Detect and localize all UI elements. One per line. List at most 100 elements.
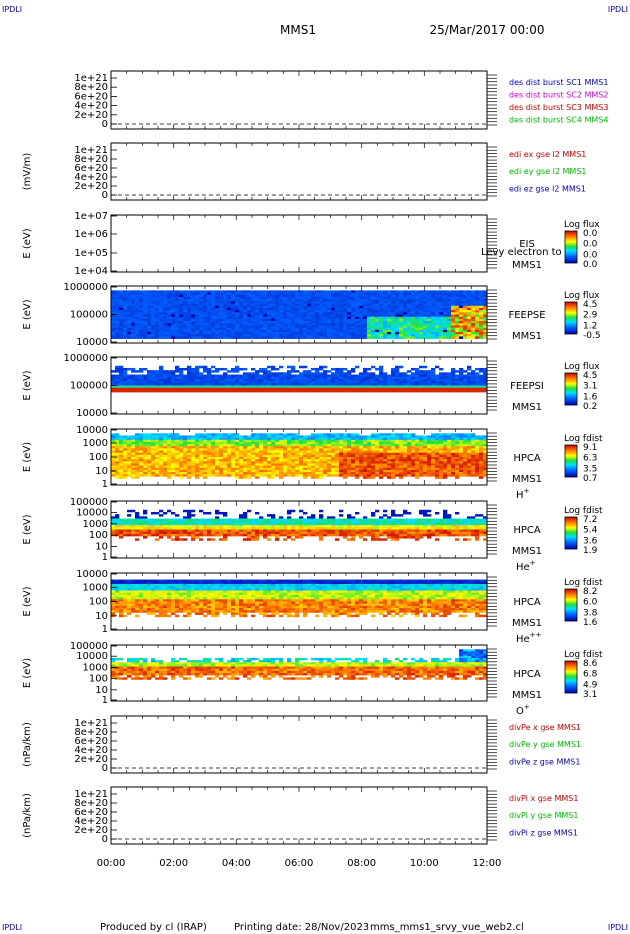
spectrogram-cell bbox=[343, 459, 348, 462]
spectrogram-cell bbox=[159, 305, 164, 309]
spectrogram-cell bbox=[423, 292, 428, 296]
spectrogram-cell bbox=[123, 376, 128, 380]
spectrogram-cell bbox=[267, 444, 272, 447]
spectrogram-cell bbox=[291, 435, 296, 438]
spectrogram-cell bbox=[391, 294, 396, 298]
spectrogram-cell bbox=[363, 327, 368, 331]
spectrogram-cell bbox=[195, 307, 200, 311]
spectrogram-cell bbox=[331, 381, 336, 384]
spectrogram-cell bbox=[343, 457, 348, 460]
spectrogram-cell bbox=[291, 327, 296, 331]
spectrogram-cell bbox=[423, 381, 428, 384]
spectrogram-cell bbox=[427, 314, 432, 317]
spectrogram-cell bbox=[299, 312, 304, 315]
spectrogram-cell bbox=[367, 312, 372, 315]
spectrogram-cell bbox=[203, 381, 208, 384]
spectrogram-cell bbox=[379, 435, 384, 438]
spectrogram-cell bbox=[155, 457, 160, 460]
spectrogram-cell bbox=[347, 318, 352, 322]
spectrogram-cell bbox=[223, 463, 228, 466]
spectrogram-cell bbox=[291, 452, 296, 456]
spectrogram-cell bbox=[183, 463, 188, 466]
spectrogram-cell bbox=[291, 448, 296, 451]
spectrogram-cell bbox=[451, 294, 456, 298]
spectrogram-cell bbox=[335, 448, 340, 451]
spectrogram-cell bbox=[259, 303, 264, 307]
spectrogram-cell bbox=[475, 381, 480, 384]
spectrogram-cell bbox=[235, 385, 240, 388]
spectrogram-cell bbox=[283, 454, 288, 458]
spectrogram-cell bbox=[123, 316, 128, 320]
spectrogram-cell bbox=[115, 435, 120, 438]
spectrogram-cell bbox=[479, 385, 484, 388]
spectrogram-cell bbox=[179, 448, 184, 451]
spectrogram-cell bbox=[307, 294, 312, 298]
spectrogram-cell bbox=[395, 332, 400, 335]
spectrogram-cell bbox=[411, 367, 416, 371]
ytick-label: 6e+20 bbox=[74, 91, 108, 102]
spectrogram-cell bbox=[307, 374, 312, 378]
spectrogram-cell bbox=[479, 303, 484, 307]
spectrogram-cell bbox=[263, 372, 268, 375]
spectrogram-cell bbox=[155, 454, 160, 458]
spectrogram-cell bbox=[223, 316, 228, 320]
spectrogram-cell bbox=[195, 472, 200, 475]
spectrogram-cell bbox=[399, 444, 404, 447]
spectrogram-cell bbox=[387, 389, 392, 393]
spectrogram-cell bbox=[199, 472, 204, 475]
spectrogram-cell bbox=[359, 376, 364, 380]
spectrogram-cell bbox=[479, 310, 484, 313]
spectrogram-cell bbox=[403, 446, 408, 449]
spectrogram-cell bbox=[351, 463, 356, 466]
spectrogram-cell bbox=[139, 370, 144, 373]
spectrogram-cell bbox=[403, 325, 408, 328]
spectrogram-cell bbox=[403, 305, 408, 309]
spectrogram-cell bbox=[207, 452, 212, 456]
spectrogram-cell bbox=[175, 461, 180, 464]
spectrogram-cell bbox=[123, 323, 128, 326]
spectrogram-cell bbox=[123, 463, 128, 466]
spectrogram-cell bbox=[311, 461, 316, 464]
spectrogram-cell bbox=[163, 441, 168, 445]
spectrogram-cell bbox=[355, 294, 360, 298]
spectrogram-cell bbox=[443, 314, 448, 317]
spectrogram-cell bbox=[175, 457, 180, 460]
spectrogram-cell bbox=[183, 461, 188, 464]
spectrogram-cell bbox=[203, 439, 208, 443]
spectrogram-cell bbox=[187, 316, 192, 320]
spectrogram-cell bbox=[211, 450, 216, 453]
spectrogram-cell bbox=[391, 381, 396, 384]
spectrogram-cell bbox=[327, 452, 332, 456]
spectrogram-cell bbox=[351, 457, 356, 460]
spectrogram-cell bbox=[303, 372, 308, 375]
spectrogram-cell bbox=[291, 301, 296, 304]
spectrogram-cell bbox=[403, 385, 408, 388]
spectrogram-cell bbox=[299, 450, 304, 453]
spectrogram-cell bbox=[255, 314, 260, 317]
spectrogram-cell bbox=[111, 316, 116, 320]
spectrogram-cell bbox=[319, 452, 324, 456]
spectrogram-cell bbox=[211, 463, 216, 466]
spectrogram-cell bbox=[379, 370, 384, 373]
spectrogram-cell bbox=[395, 461, 400, 464]
spectrogram-cell bbox=[143, 310, 148, 313]
spectrogram-cell bbox=[191, 303, 196, 307]
spectrogram-cell bbox=[167, 299, 172, 302]
spectrogram-cell bbox=[247, 389, 252, 393]
spectrogram-cell bbox=[375, 459, 380, 462]
spectrogram-cell bbox=[135, 476, 140, 479]
spectrogram-cell bbox=[459, 374, 464, 378]
spectrogram-cell bbox=[131, 314, 136, 317]
spectrogram-cell bbox=[267, 378, 272, 382]
spectrogram-cell bbox=[403, 469, 408, 473]
spectrogram-cell bbox=[263, 474, 268, 477]
spectrogram-cell bbox=[199, 454, 204, 458]
spectrogram-cell bbox=[251, 378, 256, 382]
spectrogram-cell bbox=[167, 327, 172, 331]
spectrogram-cell bbox=[239, 378, 244, 382]
spectrogram-cell bbox=[275, 461, 280, 464]
spectrogram-cell bbox=[351, 327, 356, 331]
spectrogram-cell bbox=[279, 465, 284, 469]
spectrogram-cell bbox=[327, 312, 332, 315]
spectrogram-cell bbox=[455, 296, 460, 300]
